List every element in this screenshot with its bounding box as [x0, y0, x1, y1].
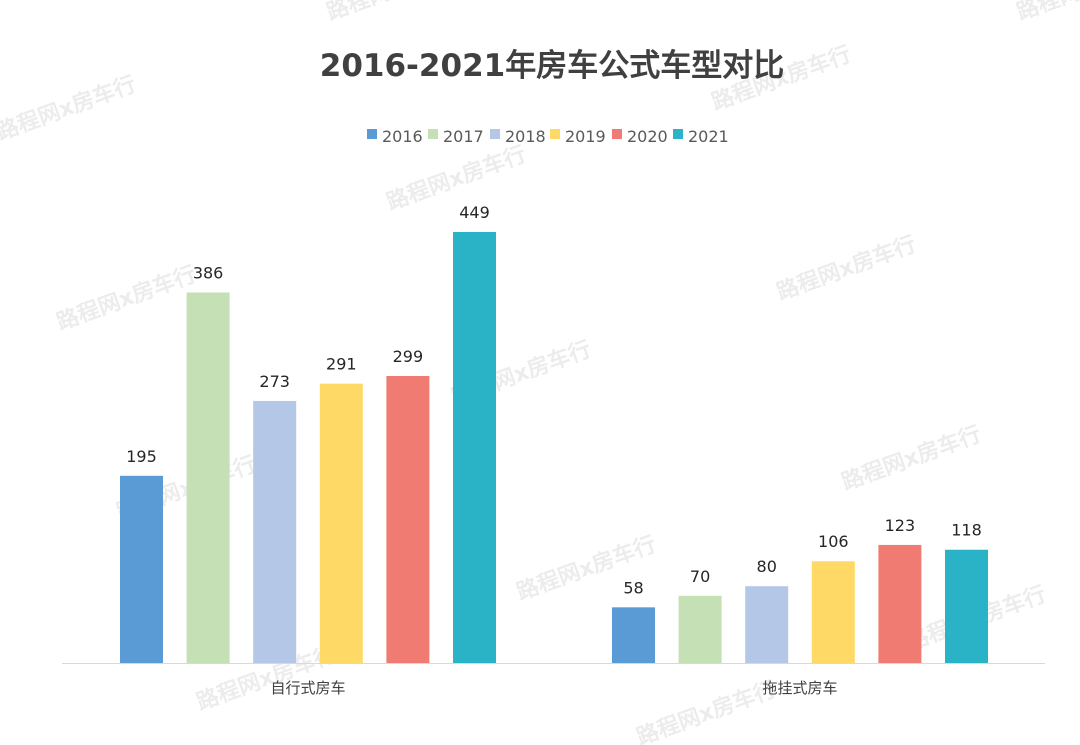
data-label-2021-1: 118: [951, 521, 982, 540]
data-label-2016-0: 195: [126, 447, 157, 466]
bar-2018-1: [745, 586, 789, 663]
bar-2017-1: [678, 595, 722, 663]
data-label-2020-1: 123: [885, 516, 916, 535]
bar-2018-0: [253, 400, 297, 663]
legend: 2016 2017 2018 2019 2020 2021: [367, 127, 729, 146]
bar-2020-0: [386, 375, 430, 663]
legend-label-2019: 2019: [565, 127, 606, 146]
watermark-text: 路程网x房车行: [323, 0, 469, 26]
watermark-text: 路程网x房车行: [383, 141, 529, 215]
bar-2019-0: [319, 383, 363, 663]
legend-swatch-2017: [428, 129, 438, 139]
watermark-text: 路程网x房车行: [838, 421, 984, 495]
bar-2017-0: [186, 292, 230, 663]
bar-2016-0: [120, 475, 163, 663]
chart-title: 2016-2021年房车公式车型对比: [320, 48, 784, 84]
data-label-2021-0: 449: [459, 203, 490, 222]
data-label-2019-0: 291: [326, 355, 357, 374]
category-label-0: 自行式房车: [270, 679, 345, 697]
data-label-2018-0: 273: [259, 372, 290, 391]
watermark-text: 路程网x房车行: [773, 231, 919, 305]
data-label-2020-0: 299: [393, 347, 424, 366]
legend-label-2017: 2017: [443, 127, 484, 146]
data-label-2016-1: 58: [623, 578, 643, 597]
bar-2016-1: [612, 607, 655, 663]
bar-2021-0: [453, 232, 496, 663]
data-label-2018-1: 80: [757, 557, 777, 576]
bar-2020-1: [878, 544, 922, 663]
category-label-1: 拖挂式房车: [762, 679, 837, 697]
legend-swatch-2021: [673, 129, 683, 139]
legend-label-2020: 2020: [627, 127, 668, 146]
bar-2021-1: [945, 549, 988, 663]
data-label-2017-0: 386: [193, 263, 224, 282]
legend-label-2021: 2021: [688, 127, 729, 146]
watermark-text: 路程网x房车行: [633, 676, 779, 745]
bars: 195 386 273 291 299 449 58 70 80 106 123 118: [120, 203, 988, 663]
watermark-text: 路程网x房车行: [1013, 0, 1080, 26]
legend-label-2016: 2016: [382, 127, 423, 146]
legend-swatch-2019: [550, 129, 560, 139]
legend-swatch-2020: [612, 129, 622, 139]
watermark-text: 路程网x房车行: [53, 261, 199, 335]
legend-swatch-2018: [490, 129, 500, 139]
legend-label-2018: 2018: [505, 127, 546, 146]
legend-swatch-2016: [367, 129, 377, 139]
watermark-text: 路程网x房车行: [0, 71, 139, 145]
data-label-2017-1: 70: [690, 567, 710, 586]
data-label-2019-1: 106: [818, 532, 849, 551]
bar-2019-1: [811, 561, 855, 663]
